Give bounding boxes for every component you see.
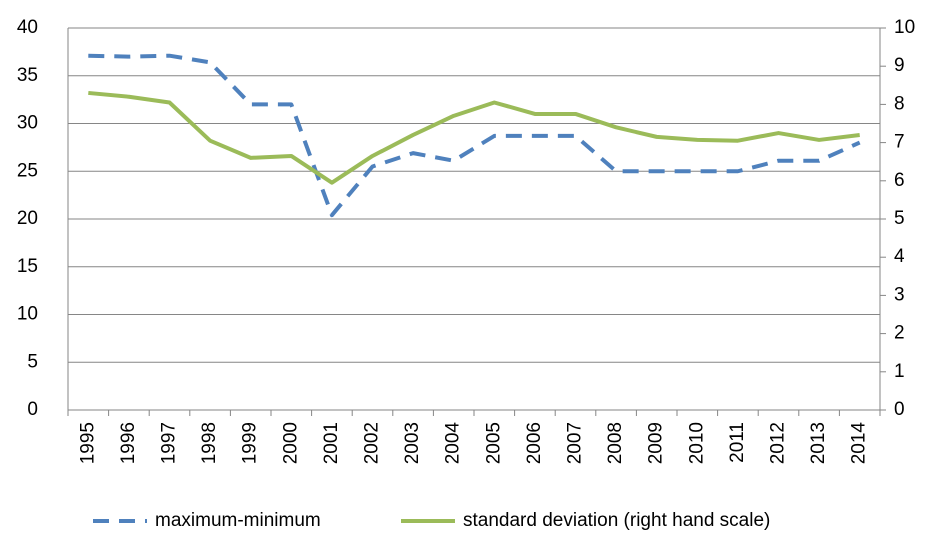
x-tick-label: 2010: [686, 422, 707, 464]
x-tick-label: 2001: [321, 422, 342, 464]
x-tick-label: 2000: [280, 422, 301, 464]
legend-label: standard deviation (right hand scale): [463, 510, 770, 531]
y-tick-label: 10: [17, 304, 38, 325]
x-tick-label: 2007: [565, 422, 586, 464]
x-tick-label: 2004: [443, 422, 464, 465]
y2-tick-label: 3: [894, 284, 905, 305]
x-tick-label: 2009: [646, 422, 667, 464]
x-tick-label: 1999: [240, 422, 261, 464]
x-tick-label: 2003: [402, 422, 423, 464]
x-tick-label: 1995: [77, 422, 98, 464]
x-tick-label: 2006: [524, 422, 545, 464]
y-tick-label: 40: [17, 17, 38, 38]
y2-tick-label: 1: [894, 361, 905, 382]
y-tick-label: 20: [17, 208, 38, 229]
legend-label: maximum-minimum: [155, 510, 321, 531]
x-tick-label: 2013: [808, 422, 829, 464]
y2-tick-label: 10: [894, 17, 915, 38]
y-tick-label: 30: [17, 113, 38, 134]
x-tick-label: 1998: [199, 422, 220, 464]
y-tick-label: 25: [17, 160, 38, 181]
x-tick-label: 2014: [849, 422, 870, 465]
x-tick-label: 2002: [362, 422, 383, 464]
y2-tick-label: 2: [894, 323, 905, 344]
y2-tick-label: 4: [894, 246, 905, 267]
y2-tick-label: 5: [894, 208, 905, 229]
series-line: [88, 53, 861, 218]
y2-tick-label: 9: [894, 55, 905, 76]
y-tick-label: 0: [27, 399, 38, 420]
y-tick-label: 35: [17, 65, 38, 86]
series-line: [88, 90, 860, 185]
x-tick-label: 1996: [118, 422, 139, 464]
y2-tick-label: 6: [894, 170, 905, 191]
y2-tick-label: 7: [894, 132, 905, 153]
x-tick-label: 2005: [483, 422, 504, 464]
y2-tick-label: 8: [894, 93, 905, 114]
y-tick-label: 5: [27, 351, 38, 372]
x-tick-label: 2012: [768, 422, 789, 464]
y-tick-label: 15: [17, 256, 38, 277]
y2-tick-label: 0: [894, 399, 905, 420]
x-tick-label: 1997: [159, 422, 180, 464]
x-tick-label: 2008: [605, 422, 626, 464]
x-tick-label: 2011: [727, 422, 748, 463]
